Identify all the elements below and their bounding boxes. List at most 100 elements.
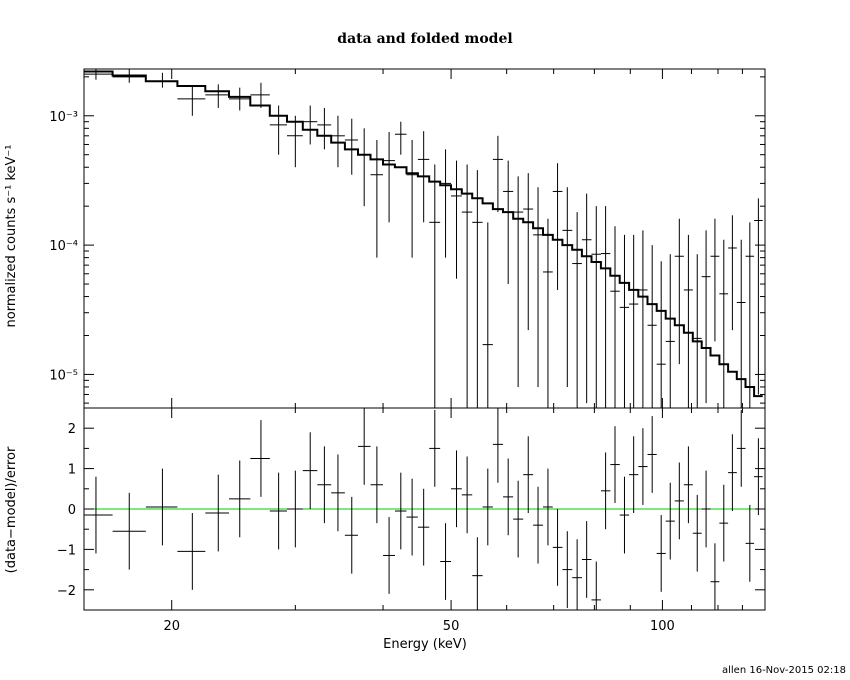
- data-point: [600, 206, 611, 408]
- residual-point: [647, 416, 657, 493]
- residual-point: [683, 446, 693, 524]
- data-point: [629, 234, 639, 408]
- residual-point: [461, 456, 473, 534]
- data-point: [513, 176, 524, 387]
- residual-point: [394, 472, 407, 550]
- top-panel-frame: [83, 68, 766, 409]
- residual-point: [440, 523, 452, 600]
- y-tick-label: 0: [68, 503, 76, 518]
- residual-point: [357, 408, 371, 485]
- residual-point: [145, 468, 178, 546]
- data-point: [302, 105, 318, 145]
- residual-point: [417, 488, 430, 566]
- x-tick-label: 100: [650, 619, 675, 634]
- data-point: [665, 254, 675, 408]
- residual-point: [581, 521, 592, 598]
- data-point: [344, 118, 358, 175]
- data-point: [610, 226, 620, 408]
- residual-point: [229, 460, 251, 538]
- chart-title: data and folded model: [337, 31, 512, 47]
- top-panel: 10⁻³ 10⁻⁴ 10⁻⁵ normalized counts s⁻¹ keV⁻¹: [4, 68, 766, 409]
- residual-point: [250, 420, 270, 497]
- residual-point: [736, 410, 746, 487]
- data-point: [754, 198, 763, 395]
- data-point: [745, 222, 755, 408]
- residual-point: [745, 504, 755, 582]
- data-point: [552, 163, 563, 290]
- data-point: [683, 234, 693, 408]
- y-tick-label: 2: [68, 422, 76, 437]
- residual-point: [429, 410, 441, 487]
- data-point: [572, 212, 582, 408]
- residual-point: [482, 468, 493, 546]
- residual-point: [552, 509, 563, 586]
- y-tick-label: 10⁻⁴: [49, 239, 78, 254]
- residual-point: [451, 450, 462, 528]
- y-tick-label: 1: [68, 463, 76, 478]
- data-point: [692, 254, 702, 408]
- x-tick-label: 50: [443, 619, 460, 634]
- data-point: [562, 187, 573, 387]
- data-point: [461, 164, 473, 408]
- residual-point: [610, 426, 620, 503]
- data-point: [429, 164, 441, 408]
- residual-point: [84, 476, 113, 554]
- top-y-axis-label: normalized counts s⁻¹ keV⁻¹: [4, 145, 19, 328]
- data-point: [619, 234, 630, 408]
- data-point: [406, 139, 418, 258]
- data-point: [503, 160, 514, 285]
- data-point: [523, 173, 534, 331]
- residual-point: [542, 468, 553, 546]
- data-point: [440, 149, 452, 258]
- folded-model-line: [84, 70, 763, 398]
- y-tick-label: 10⁻³: [49, 110, 78, 125]
- x-axis-label: Energy (keV): [383, 637, 467, 652]
- residual-point: [406, 478, 418, 556]
- data-point: [394, 121, 407, 155]
- data-point: [229, 87, 251, 111]
- bottom-panel-frame: [83, 407, 766, 611]
- residual-point: [701, 470, 711, 548]
- data-point: [728, 215, 737, 331]
- residual-point: [629, 436, 639, 514]
- data-point: [451, 160, 462, 279]
- data-point: [331, 115, 345, 168]
- data-point: [591, 206, 601, 408]
- residual-point: [533, 486, 543, 564]
- data-point: [736, 239, 746, 408]
- data-point: [370, 139, 383, 258]
- bottom-ticks: 20 50 100 2 1 0 −1 −2: [57, 407, 766, 634]
- residual-point: [600, 452, 611, 530]
- bottom-y-axis-label: (data−model)/error: [4, 446, 19, 573]
- data-point: [286, 115, 303, 168]
- residual-point: [665, 482, 675, 560]
- residual-point: [370, 446, 383, 524]
- residual-point: [572, 539, 582, 610]
- residual-point: [177, 513, 206, 590]
- residual-point: [523, 436, 534, 514]
- residual-point: [719, 484, 729, 562]
- residual-point: [638, 428, 648, 505]
- data-point: [472, 170, 483, 408]
- residual-point: [382, 517, 395, 594]
- residual-point: [302, 432, 318, 509]
- residual-point: [692, 494, 702, 572]
- data-point: [357, 128, 371, 207]
- data-point: [482, 222, 493, 408]
- data-point: [542, 218, 553, 408]
- residual-point: [344, 496, 358, 574]
- data-point: [719, 239, 729, 408]
- residual-point: [513, 480, 524, 558]
- data-point: [382, 131, 395, 223]
- residual-point: [492, 408, 504, 483]
- y-tick-label: −2: [57, 584, 76, 599]
- footer-timestamp: allen 16-Nov-2015 02:18: [722, 665, 846, 676]
- x-tick-label: 20: [163, 619, 180, 634]
- data-point: [638, 230, 648, 408]
- residual-point: [728, 434, 737, 512]
- data-point: [581, 193, 592, 404]
- residual-point: [562, 531, 573, 608]
- y-tick-label: 10⁻⁵: [49, 368, 78, 383]
- residual-point: [754, 438, 763, 516]
